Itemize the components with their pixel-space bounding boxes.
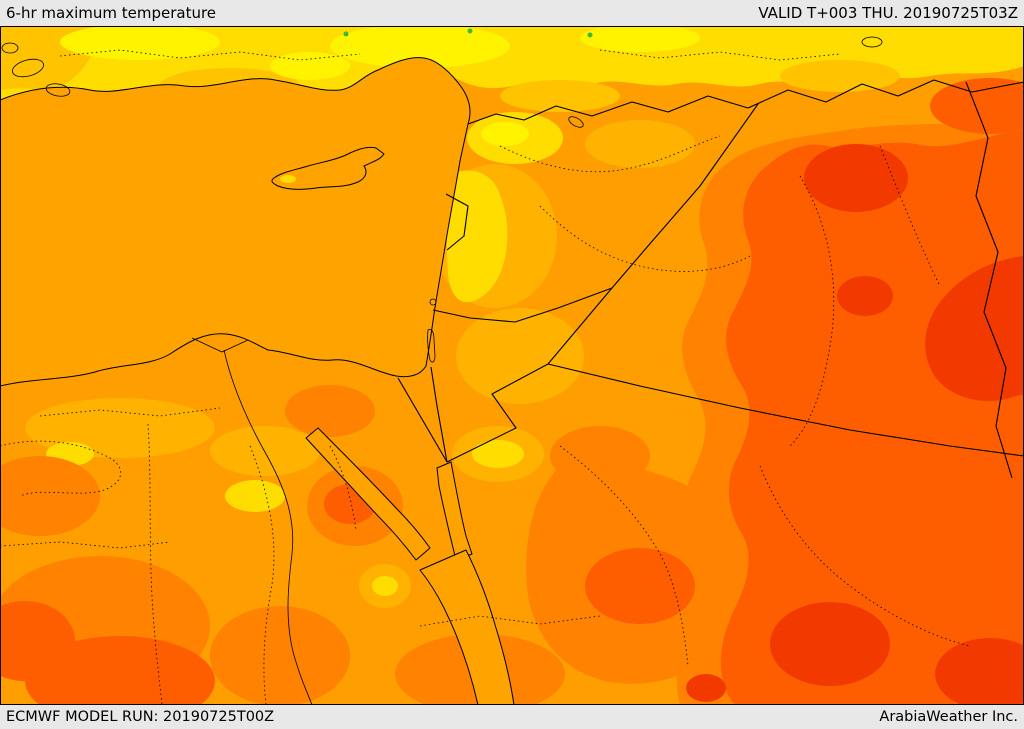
jordan-iraq-border <box>547 287 613 365</box>
sea-mediterranean <box>0 57 471 387</box>
map-title: 6-hr maximum temperature <box>6 3 217 22</box>
cyprus-island <box>271 146 385 190</box>
lakes <box>1 36 883 128</box>
syria-jordan-border <box>432 287 613 323</box>
israel-jordan-border <box>430 366 448 463</box>
valid-time-label: VALID T+003 THU. 20190725T03Z <box>758 3 1018 22</box>
sea-of-galilee <box>429 298 437 306</box>
country-borders <box>397 79 1024 479</box>
status-bar: ECMWF MODEL RUN: 20190725T00Z ArabiaWeat… <box>0 705 1024 729</box>
nile-river <box>223 349 313 705</box>
map-area <box>0 26 1024 705</box>
lebanon-border <box>445 193 469 251</box>
turkey-syria-border <box>467 79 1024 125</box>
iraq-saudi-border <box>547 363 1024 457</box>
temperature-map-canvas <box>0 26 1024 705</box>
syria-iraq-border <box>611 103 759 289</box>
iraq-iran-border <box>965 81 1013 479</box>
credit-label: ArabiaWeather Inc. <box>879 708 1018 725</box>
red-sea <box>305 298 515 705</box>
egypt-israel-border <box>397 377 448 463</box>
vegetation-specks <box>343 28 593 38</box>
admin-borders-dotted <box>0 49 971 705</box>
temperature-field <box>0 26 1024 705</box>
jordan-saudi-border <box>446 363 549 463</box>
rivers <box>191 337 313 705</box>
model-run-label: ECMWF MODEL RUN: 20190725T00Z <box>6 708 275 725</box>
dead-sea <box>427 329 436 363</box>
nile-delta-branches <box>191 337 249 353</box>
title-bar: 6-hr maximum temperature VALID T+003 THU… <box>0 0 1024 26</box>
